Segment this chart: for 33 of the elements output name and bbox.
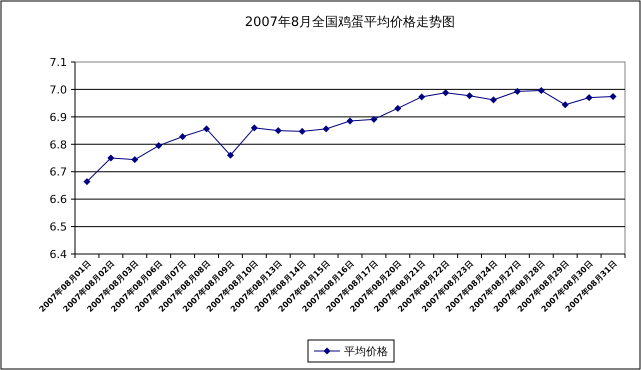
point [83, 178, 90, 186]
point [586, 94, 593, 102]
point [274, 127, 282, 134]
point [394, 104, 402, 112]
point [370, 116, 378, 123]
point [418, 93, 426, 100]
point [131, 156, 138, 164]
point [322, 125, 330, 132]
y-tick-label: 6.5 [50, 220, 67, 234]
point [346, 117, 354, 124]
chart-title: 2007年8月全国鸡蛋平均价格走势图 [244, 15, 456, 30]
point [538, 87, 545, 94]
point [562, 101, 569, 108]
y-tick-label: 7.1 [50, 56, 67, 69]
point [179, 133, 186, 140]
y-tick-label: 7.0 [50, 83, 67, 96]
point [203, 125, 210, 132]
y-tick-label: 6.9 [50, 110, 67, 124]
point [610, 93, 617, 100]
legend-label: 平均价格 [344, 345, 388, 358]
point [226, 152, 234, 159]
point [298, 128, 306, 135]
point [490, 96, 497, 104]
point [250, 124, 258, 132]
point [466, 92, 474, 100]
point [107, 154, 114, 162]
y-tick-label: 6.4 [50, 248, 67, 261]
point [155, 142, 162, 150]
y-tick-label: 6.8 [50, 138, 67, 152]
point [514, 88, 521, 95]
point [442, 89, 450, 96]
y-tick-label: 6.6 [50, 193, 67, 206]
y-tick-label: 6.7 [50, 166, 67, 179]
